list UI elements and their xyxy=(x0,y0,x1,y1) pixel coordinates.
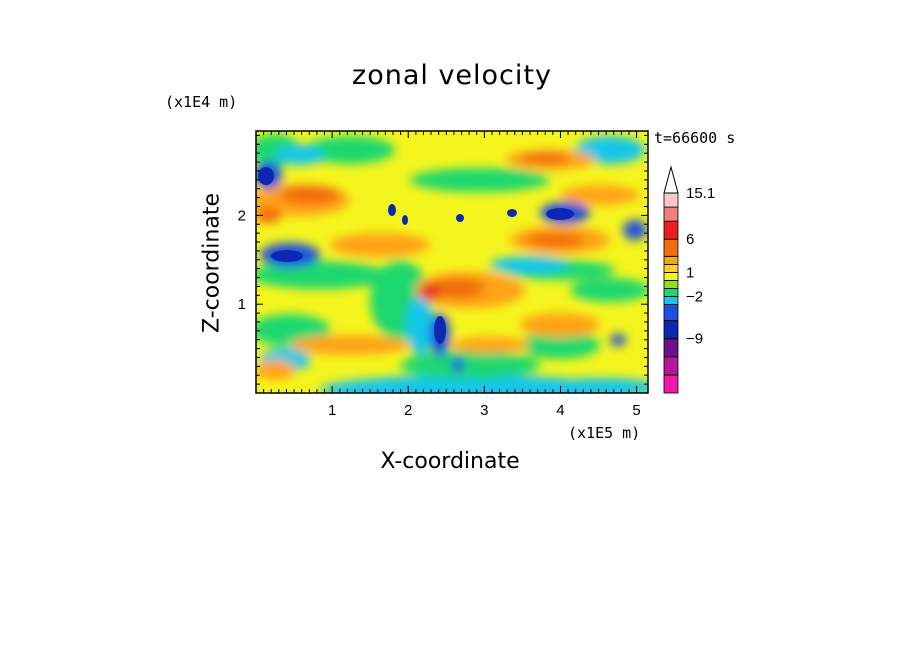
colorbar-label: 6 xyxy=(686,231,694,248)
colorbar-swatch xyxy=(663,296,679,305)
contour-field xyxy=(256,131,648,393)
y-tick-label: 1 xyxy=(238,296,246,313)
colorbar-swatch xyxy=(663,192,679,208)
time-label: t=66600 s xyxy=(654,129,736,147)
colorbar-label: 15.1 xyxy=(686,185,715,202)
colorbar-swatch xyxy=(663,255,679,265)
plot-frame xyxy=(255,130,649,394)
y-axis-multiplier: (x1E4 m) xyxy=(165,93,238,111)
x-axis-ticks: 1 2 3 4 5 xyxy=(263,131,641,419)
colorbar-swatch xyxy=(663,356,679,376)
colorbar-swatch xyxy=(663,206,679,222)
colorbar-swatch xyxy=(663,320,679,340)
colorbar-swatch xyxy=(663,220,679,240)
y-axis-ticks: 12 xyxy=(238,134,648,385)
colorbar-label: −9 xyxy=(686,331,703,348)
colorbar-extend-arrow xyxy=(663,165,679,194)
colorbar-swatch xyxy=(663,338,679,358)
y-tick-label: 2 xyxy=(238,207,246,224)
x-tick-label: 2 xyxy=(404,402,412,419)
x-tick-label: 1 xyxy=(328,402,336,419)
x-tick-label: 4 xyxy=(556,402,564,419)
colorbar-swatch xyxy=(663,263,679,273)
colorbar: 15.1 6 1 −2 −9 xyxy=(663,165,715,394)
chart-title: zonal velocity xyxy=(352,60,552,91)
colorbar-label: 1 xyxy=(686,264,694,281)
x-axis-label: X-coordinate xyxy=(380,449,520,474)
colorbar-swatch xyxy=(663,374,679,394)
colorbar-swatch xyxy=(663,288,679,297)
colorbar-swatch xyxy=(663,304,679,322)
x-tick-label: 5 xyxy=(632,402,640,419)
colorbar-swatch xyxy=(663,271,679,281)
x-tick-label: 3 xyxy=(480,402,488,419)
colorbar-swatch xyxy=(663,280,679,289)
colorbar-swatch xyxy=(663,238,679,257)
x-axis-multiplier: (x1E5 m) xyxy=(568,424,641,442)
colorbar-label: −2 xyxy=(686,289,703,306)
